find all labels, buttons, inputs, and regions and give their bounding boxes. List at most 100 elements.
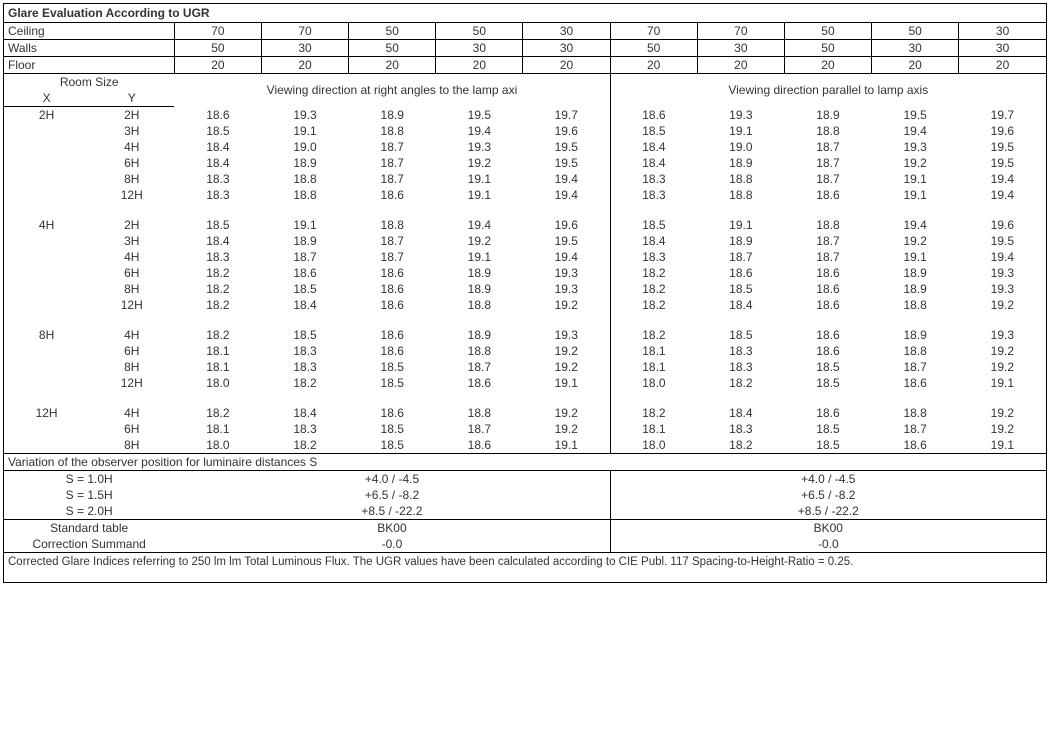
value-cell: 19.4 [872,123,959,139]
value-cell: 18.2 [610,265,697,281]
value-cell: 18.4 [610,233,697,249]
header-value: 20 [261,57,348,74]
y-cell: 6H [89,265,174,281]
value-cell: 18.9 [872,265,959,281]
value-cell: 18.4 [174,233,261,249]
y-cell: 12H [89,375,174,391]
footer-note: Corrected Glare Indices referring to 250… [4,552,1046,582]
value-cell: 19.3 [959,327,1046,343]
value-cell: 19.2 [523,359,610,375]
value-cell: 18.5 [349,437,436,454]
value-cell: 19.2 [523,421,610,437]
header-value: 50 [784,40,871,57]
value-cell: 18.9 [436,327,523,343]
y-cell: 12H [89,297,174,313]
header-value: 20 [349,57,436,74]
value-cell: 19.1 [261,217,348,233]
value-cell: 19.5 [959,139,1046,155]
value-cell: 18.6 [349,265,436,281]
value-cell: 18.8 [872,343,959,359]
header-value: 20 [697,57,784,74]
observer-val-b: +8.5 / -22.2 [610,503,1046,520]
y-label: Y [89,90,174,107]
value-cell: 18.5 [349,359,436,375]
header-value: 70 [261,23,348,40]
value-cell: 18.7 [872,421,959,437]
correction-b: -0.0 [610,536,1046,552]
value-cell: 19.1 [872,187,959,203]
value-cell: 19.2 [872,155,959,171]
value-cell: 19.4 [436,123,523,139]
value-cell: 19.2 [959,343,1046,359]
header-value: 20 [610,57,697,74]
header-value: 20 [436,57,523,74]
value-cell: 19.3 [959,281,1046,297]
value-cell: 18.1 [174,359,261,375]
y-cell: 8H [89,437,174,454]
header-value: 50 [174,40,261,57]
value-cell: 18.7 [784,139,871,155]
value-cell: 19.3 [523,327,610,343]
value-cell: 18.2 [697,437,784,454]
x-cell: 2H [4,107,89,124]
header-value: 70 [174,23,261,40]
value-cell: 18.1 [174,343,261,359]
value-cell: 18.6 [349,187,436,203]
value-cell: 18.7 [349,155,436,171]
value-cell: 18.6 [349,405,436,421]
value-cell: 18.4 [697,297,784,313]
observer-val-b: +6.5 / -8.2 [610,487,1046,503]
value-cell: 19.2 [436,233,523,249]
header-value: 70 [610,23,697,40]
value-cell: 18.5 [784,359,871,375]
value-cell: 18.5 [610,123,697,139]
value-cell: 18.8 [349,217,436,233]
header-value: 70 [697,23,784,40]
y-cell: 4H [89,249,174,265]
value-cell: 19.2 [523,343,610,359]
value-cell: 19.5 [872,107,959,124]
x-cell [4,123,89,139]
x-cell [4,297,89,313]
value-cell: 19.4 [872,217,959,233]
value-cell: 18.5 [174,123,261,139]
value-cell: 18.7 [697,249,784,265]
value-cell: 18.6 [436,437,523,454]
value-cell: 19.4 [436,217,523,233]
value-cell: 19.2 [523,297,610,313]
value-cell: 18.5 [261,281,348,297]
value-cell: 18.8 [872,405,959,421]
standard-table-label: Standard table [4,520,174,537]
observer-val-a: +4.0 / -4.5 [174,471,610,488]
value-cell: 18.7 [872,359,959,375]
header-label: Ceiling [4,23,174,40]
value-cell: 19.5 [959,155,1046,171]
value-cell: 18.6 [872,375,959,391]
value-cell: 18.8 [436,405,523,421]
group1-heading: Viewing direction at right angles to the… [174,74,610,107]
value-cell: 18.6 [349,281,436,297]
value-cell: 18.8 [872,297,959,313]
value-cell: 18.9 [436,281,523,297]
x-cell [4,421,89,437]
x-cell [4,171,89,187]
value-cell: 19.5 [523,139,610,155]
value-cell: 18.9 [872,327,959,343]
value-cell: 18.9 [436,265,523,281]
value-cell: 19.4 [959,187,1046,203]
value-cell: 18.6 [872,437,959,454]
value-cell: 19.3 [872,139,959,155]
observer-val-a: +8.5 / -22.2 [174,503,610,520]
value-cell: 19.1 [872,171,959,187]
correction-a: -0.0 [174,536,610,552]
value-cell: 18.2 [174,327,261,343]
x-label: X [4,90,89,107]
x-cell [4,343,89,359]
observer-val-b: +4.0 / -4.5 [610,471,1046,488]
header-value: 30 [959,40,1046,57]
value-cell: 19.4 [523,249,610,265]
ugr-table: Ceiling70705050307070505030Walls50305030… [4,23,1046,552]
value-cell: 19.1 [523,437,610,454]
value-cell: 18.7 [349,139,436,155]
value-cell: 18.3 [610,249,697,265]
